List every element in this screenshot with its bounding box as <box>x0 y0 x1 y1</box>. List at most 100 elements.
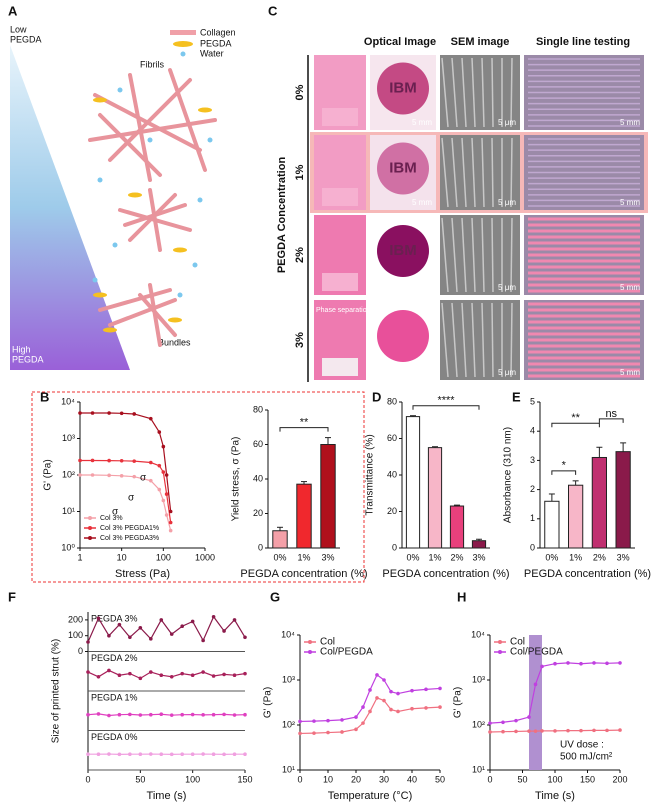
data-point <box>375 673 379 677</box>
sem-texture <box>461 302 467 378</box>
data-point <box>148 478 153 483</box>
x-tick-label: 100 <box>185 774 200 784</box>
data-point <box>107 458 111 463</box>
y-tick-label: 80 <box>253 404 263 414</box>
data-point <box>157 430 162 434</box>
data-point <box>527 715 531 719</box>
optical-text: IBM <box>389 79 417 96</box>
legend-swatch <box>498 640 502 644</box>
tube-text: Phase separation <box>316 307 371 314</box>
sem-texture <box>510 57 513 128</box>
data-point <box>211 614 216 619</box>
y-tick-label: 10³ <box>282 674 295 684</box>
chart: F Time (s) Size of printed strut (%) 0 100 20… <box>8 589 253 801</box>
row-label: 1% <box>294 164 306 180</box>
data-point <box>138 713 143 717</box>
x-tick-label: 1% <box>297 552 310 562</box>
fibril-network <box>88 68 217 347</box>
bar <box>591 456 607 549</box>
tube-base <box>322 273 358 291</box>
y-tick-label: 10⁴ <box>471 629 485 639</box>
scale-bar: 5 mm <box>620 368 640 377</box>
data-point <box>326 730 330 735</box>
data-point <box>553 729 557 733</box>
panel-letter: D <box>372 389 381 404</box>
y-tick-label: 60 <box>387 433 397 443</box>
data-point <box>527 729 531 733</box>
x-tick-label: 3% <box>321 552 334 562</box>
data-point <box>211 674 216 678</box>
data-point <box>438 705 442 709</box>
data-point <box>438 686 442 691</box>
tube-base <box>322 108 358 126</box>
annotation: σ <box>140 473 147 484</box>
data-point <box>190 619 195 624</box>
sem-texture <box>441 137 449 208</box>
data-point <box>96 674 101 679</box>
data-point <box>117 752 122 757</box>
data-point <box>540 664 544 669</box>
bar <box>568 484 584 549</box>
scale-bar: 5 μm <box>498 368 516 377</box>
legend-swatch <box>308 640 312 644</box>
data-point <box>501 720 505 725</box>
chart: H Time (s) G' (Pa) 10¹ 10² 10³ 10⁴ 0 50 100 150 200… <box>453 589 628 801</box>
y-axis-label: G' (Pa) <box>263 687 274 718</box>
chart: G Temperature (°C) G' (Pa) 10¹ 10² 10³ 10⁴ 0 10 2… <box>263 589 445 801</box>
scale-bar: 5 μm <box>498 283 516 292</box>
data-point <box>389 707 393 712</box>
sem-texture <box>471 217 476 293</box>
hydrogel-disc <box>377 225 429 277</box>
data-point <box>201 752 205 756</box>
data-point <box>148 460 153 465</box>
data-point <box>618 728 622 732</box>
legend-label: Collagen <box>200 27 236 37</box>
data-point <box>107 473 111 478</box>
legend-label: Col 3% PEGDA1% <box>100 525 159 532</box>
row-label: 0% <box>294 84 306 100</box>
y-axis-label: G' (Pa) <box>43 459 54 490</box>
significance-label: ** <box>571 412 580 424</box>
x-tick-label: 2% <box>593 552 606 562</box>
data-point <box>149 670 153 674</box>
x-tick-label: 1000 <box>195 552 215 562</box>
data-point <box>164 492 169 496</box>
data-point <box>161 470 166 474</box>
data-point <box>190 752 195 756</box>
data-point <box>169 632 174 636</box>
bar <box>471 540 487 549</box>
legend-label: Col/PEGDA <box>320 647 373 658</box>
data-point <box>222 752 226 757</box>
legend-swatch <box>88 516 92 520</box>
hydrogel-disc <box>377 310 429 362</box>
pegda-particles <box>93 97 212 333</box>
data-point <box>533 682 538 687</box>
data-point <box>592 661 596 665</box>
data-point <box>190 712 195 717</box>
data-point <box>361 721 365 725</box>
column-header: Optical Image <box>364 36 436 48</box>
y-tick-label: 4 <box>530 426 535 436</box>
sem-texture <box>491 302 494 378</box>
x-tick-label: 10 <box>117 552 127 562</box>
panel-letter: G <box>270 589 280 604</box>
data-point <box>298 731 302 736</box>
data-point <box>159 752 164 756</box>
data-point <box>243 635 247 640</box>
data-point <box>354 715 358 719</box>
data-point <box>180 624 184 629</box>
data-point <box>132 412 137 416</box>
legend-swatch <box>498 650 502 654</box>
series-line <box>489 729 621 733</box>
data-point <box>119 411 124 416</box>
x-axis-label: PEGDA concentration (%) <box>524 568 651 580</box>
scale-bar: 5 mm <box>412 198 432 207</box>
x-tick-label: 0% <box>406 552 419 562</box>
sem-texture <box>481 137 485 208</box>
y-tick-label: 10² <box>62 469 75 479</box>
significance-bracket <box>412 405 480 410</box>
data-point <box>107 633 111 638</box>
data-point <box>132 459 137 463</box>
x-tick-label: 1% <box>428 552 441 562</box>
series-line <box>80 474 172 531</box>
